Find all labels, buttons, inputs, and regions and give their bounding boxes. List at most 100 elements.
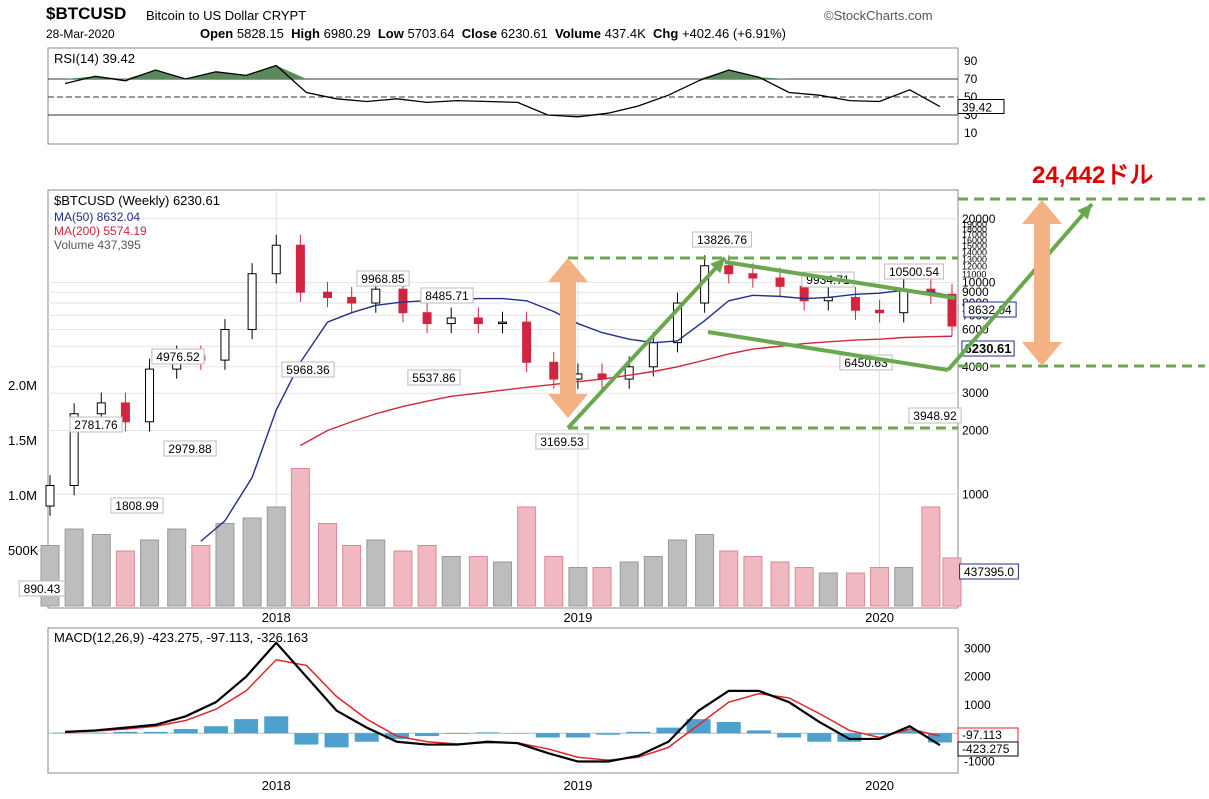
price-tick-label: 15000 [962, 241, 987, 251]
candle-body [899, 288, 909, 314]
high-label: High [291, 26, 320, 41]
volume-bar [167, 528, 187, 607]
macd-histogram-bar [596, 733, 621, 735]
macd-histogram-bar [445, 733, 470, 734]
volume-bar [818, 572, 838, 607]
candle-body [648, 342, 658, 368]
chg-value: +402.46 (+6.91%) [681, 26, 787, 41]
candle-body [446, 317, 456, 325]
macd-histogram-bar [656, 727, 681, 734]
price-data-label: 5537.86 [412, 371, 456, 385]
candle-body [748, 273, 758, 279]
macd-histogram-bar [203, 726, 228, 734]
price-tick-label: 9000 [962, 285, 989, 299]
volume-bar [318, 523, 338, 607]
low-value: 5703.64 [407, 26, 455, 41]
range-arrow-2018-top [548, 258, 588, 282]
price-label-box [884, 263, 944, 280]
candle-body [347, 296, 357, 304]
volume-bar [468, 556, 488, 607]
volume-bar [794, 567, 814, 607]
price-label-box [959, 563, 1019, 580]
candle-body [247, 273, 257, 330]
rsi-overbought-fill [65, 65, 940, 79]
volume-bar [191, 545, 211, 607]
candle-body [371, 288, 381, 304]
close-value: 6230.61 [500, 26, 548, 41]
volume-bar [242, 517, 262, 607]
price-tick-label: 14000 [962, 248, 987, 258]
macd-histogram-bar [777, 733, 802, 738]
candle-body [775, 277, 785, 287]
range-arrow-target [1034, 222, 1050, 344]
price-data-label: 9968.85 [361, 272, 405, 286]
open-label: Open [200, 26, 234, 41]
brand-logo[interactable]: ©StockCharts.com [824, 8, 933, 23]
volume-bar [493, 561, 512, 607]
price-label-box [908, 407, 962, 424]
macd-panel [47, 627, 959, 774]
range-arrow-2018 [560, 280, 576, 396]
volume-tick-label: 500K [8, 543, 39, 558]
macd-histogram-bar [294, 733, 319, 745]
rsi-line [64, 64, 941, 118]
candle-body [145, 368, 155, 423]
ma200-line [300, 335, 952, 447]
price-tick-label: 1000 [962, 487, 989, 501]
volume-bar [667, 539, 687, 607]
price-label-box [163, 440, 217, 457]
macd-histogram-bar [535, 733, 560, 738]
uptrend-arrow [566, 256, 727, 430]
macd-histogram-bar [143, 731, 168, 734]
price-data-label: 3948.92 [913, 409, 957, 423]
volume-bar [64, 528, 84, 607]
price-data-label: 1808.99 [115, 499, 159, 513]
macd-histogram-bar [716, 721, 741, 734]
candle-body [498, 321, 507, 325]
candle-body [45, 485, 55, 507]
description-text: Bitcoin to US Dollar [146, 8, 259, 23]
volume-label: Volume [554, 26, 601, 41]
range-arrow-target-top [1022, 200, 1062, 224]
volume-bar [695, 534, 715, 607]
macd-histogram-bar [927, 733, 952, 743]
macd-histogram-bar [234, 719, 259, 734]
candle-body [422, 312, 432, 325]
price-data-label: 8485.71 [425, 289, 469, 303]
volume-bar [544, 556, 564, 607]
ohlc-readout: Open 5828.15 High 6980.29 Low 5703.64 Cl… [200, 26, 786, 41]
price-data-label: 2979.88 [168, 442, 212, 456]
macd-signal-value: -97.113 [962, 728, 1002, 742]
macd-histogram-bar [415, 733, 440, 737]
macd-histogram-bar [53, 732, 78, 734]
candle-body [271, 244, 281, 275]
candle-body [398, 288, 408, 314]
price-label-box [407, 369, 461, 386]
macd-histogram-bar [807, 733, 832, 742]
rsi-tick-label: 90 [964, 54, 978, 68]
volume-tick-label: 2.0M [8, 378, 37, 393]
volume-bar [643, 556, 663, 607]
volume-bar [441, 556, 461, 607]
rsi-last-value-label: 39.42 [962, 101, 992, 115]
macd-histogram-bar [83, 732, 108, 734]
candle-body [624, 366, 634, 380]
price-label-box [420, 287, 474, 304]
volume-bar [140, 539, 160, 607]
volume-bar [894, 567, 914, 607]
volume-bar [568, 567, 588, 607]
price-data-label: 10500.54 [889, 265, 939, 279]
price-data-label: 437395.0 [964, 565, 1014, 579]
price-tick-label: 3000 [962, 386, 989, 400]
volume-bar [366, 539, 386, 607]
candle-body [672, 302, 682, 344]
range-arrow-2018-bottom [548, 394, 588, 418]
volume-tick-label: 1.5M [8, 433, 37, 448]
candle-body [96, 402, 106, 415]
volume-bar [942, 557, 962, 607]
volume-bar [592, 567, 612, 607]
macd-title: MACD(12,26,9) -423.275, -97.113, -326.16… [54, 630, 308, 645]
price-title: $BTCUSD (Weekly) 6230.61 [54, 193, 220, 208]
volume-bar [417, 545, 437, 607]
candle-body [69, 413, 79, 487]
